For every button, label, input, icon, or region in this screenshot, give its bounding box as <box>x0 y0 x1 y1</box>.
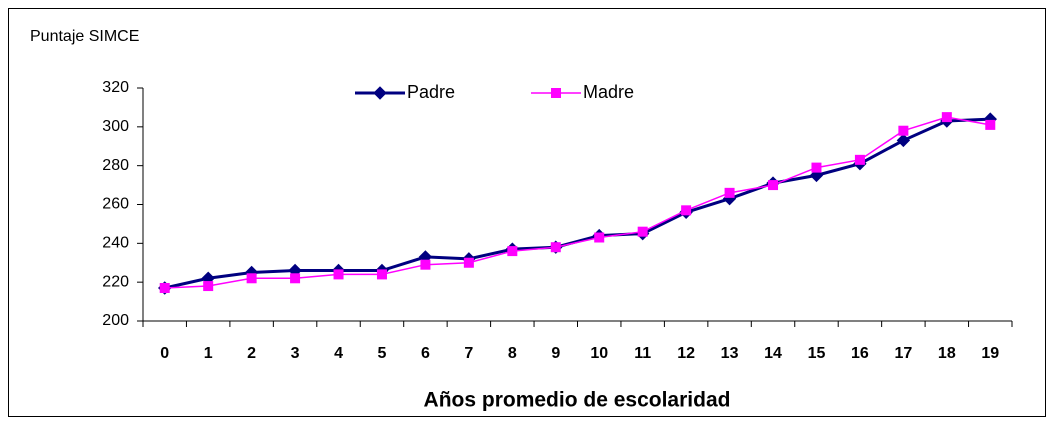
x-tick-label: 0 <box>160 345 169 362</box>
y-tick-label: 220 <box>102 273 129 290</box>
y-tick-label: 300 <box>102 118 129 135</box>
x-tick-label: 8 <box>508 345 517 362</box>
x-tick-label: 9 <box>551 345 560 362</box>
data-point <box>507 246 518 257</box>
y-tick-label: 320 <box>102 79 129 96</box>
series-line <box>164 116 991 289</box>
data-point <box>896 133 911 148</box>
x-tick-label: 14 <box>764 345 782 362</box>
x-tick-label: 2 <box>247 345 256 362</box>
data-point <box>941 112 952 123</box>
data-point <box>594 232 605 243</box>
data-point <box>724 187 735 198</box>
data-point <box>203 281 214 292</box>
x-tick-label: 15 <box>808 345 826 362</box>
data-point <box>811 162 822 173</box>
data-point <box>637 226 648 237</box>
legend-label: Madre <box>583 82 634 102</box>
data-point <box>681 205 692 216</box>
y-tick-label: 260 <box>102 196 129 213</box>
data-point <box>985 119 996 130</box>
series-line <box>164 117 991 290</box>
data-point <box>550 242 561 253</box>
x-tick-label: 11 <box>634 345 651 362</box>
data-point <box>246 273 257 284</box>
legend-label: Padre <box>407 82 455 102</box>
x-tick-label: 4 <box>334 345 343 362</box>
y-tick-label: 280 <box>102 157 129 174</box>
x-tick-label: 1 <box>204 345 213 362</box>
data-point <box>290 273 301 284</box>
x-tick-label: 19 <box>981 345 999 362</box>
x-axis-label: Años promedio de escolaridad <box>424 389 731 412</box>
x-tick-label: 7 <box>464 345 473 362</box>
legend-marker <box>373 86 387 100</box>
data-point <box>159 282 170 293</box>
x-tick-label: 13 <box>721 345 739 362</box>
x-tick-label: 18 <box>938 345 956 362</box>
data-point <box>898 125 909 136</box>
y-tick-label: 200 <box>102 312 129 329</box>
x-tick-label: 10 <box>590 345 608 362</box>
legend-marker <box>551 88 561 98</box>
chart-border <box>8 8 1046 417</box>
data-point <box>768 180 779 191</box>
x-tick-label: 17 <box>894 345 912 362</box>
data-point <box>420 259 431 270</box>
data-point <box>376 269 387 280</box>
x-tick-label: 6 <box>421 345 430 362</box>
y-tick-label: 240 <box>102 235 129 252</box>
x-tick-label: 5 <box>378 345 387 362</box>
data-point <box>333 269 344 280</box>
x-tick-label: 16 <box>851 345 869 362</box>
x-tick-label: 12 <box>677 345 695 362</box>
x-tick-label: 3 <box>291 345 300 362</box>
y-axis-label: Puntaje SIMCE <box>30 28 139 45</box>
data-point <box>854 154 865 165</box>
data-point <box>463 257 474 268</box>
